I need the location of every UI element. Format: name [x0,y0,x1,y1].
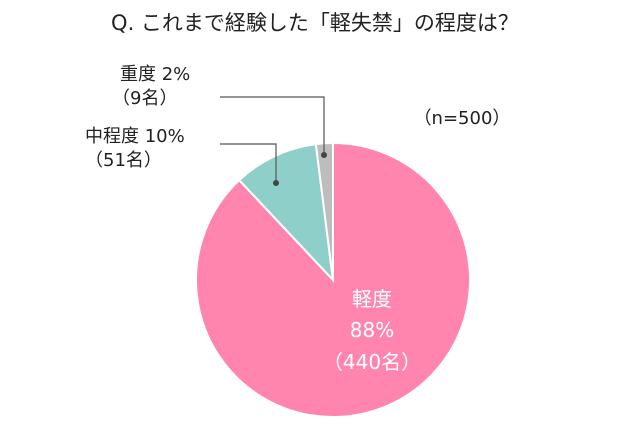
leader-line-severe [220,96,327,158]
pie-slice-moderate [237,142,335,283]
moderate-count-label: （51名） [85,150,162,171]
severe-count-label: （9名） [112,88,177,109]
sample-size-note: （n=500） [414,108,511,129]
mild-count-label: （440名） [323,350,421,374]
chart-title: Q. これまで経験した「軽失禁」の程度は？ [111,11,519,35]
leader-line-moderate [220,143,279,186]
pie-slices [195,141,471,418]
severe-label: 重度 2% [120,64,190,85]
mild-percent-label: 88% [350,318,394,342]
moderate-label: 中程度 10% [85,126,185,147]
mild-label: 軽度 [352,287,392,311]
